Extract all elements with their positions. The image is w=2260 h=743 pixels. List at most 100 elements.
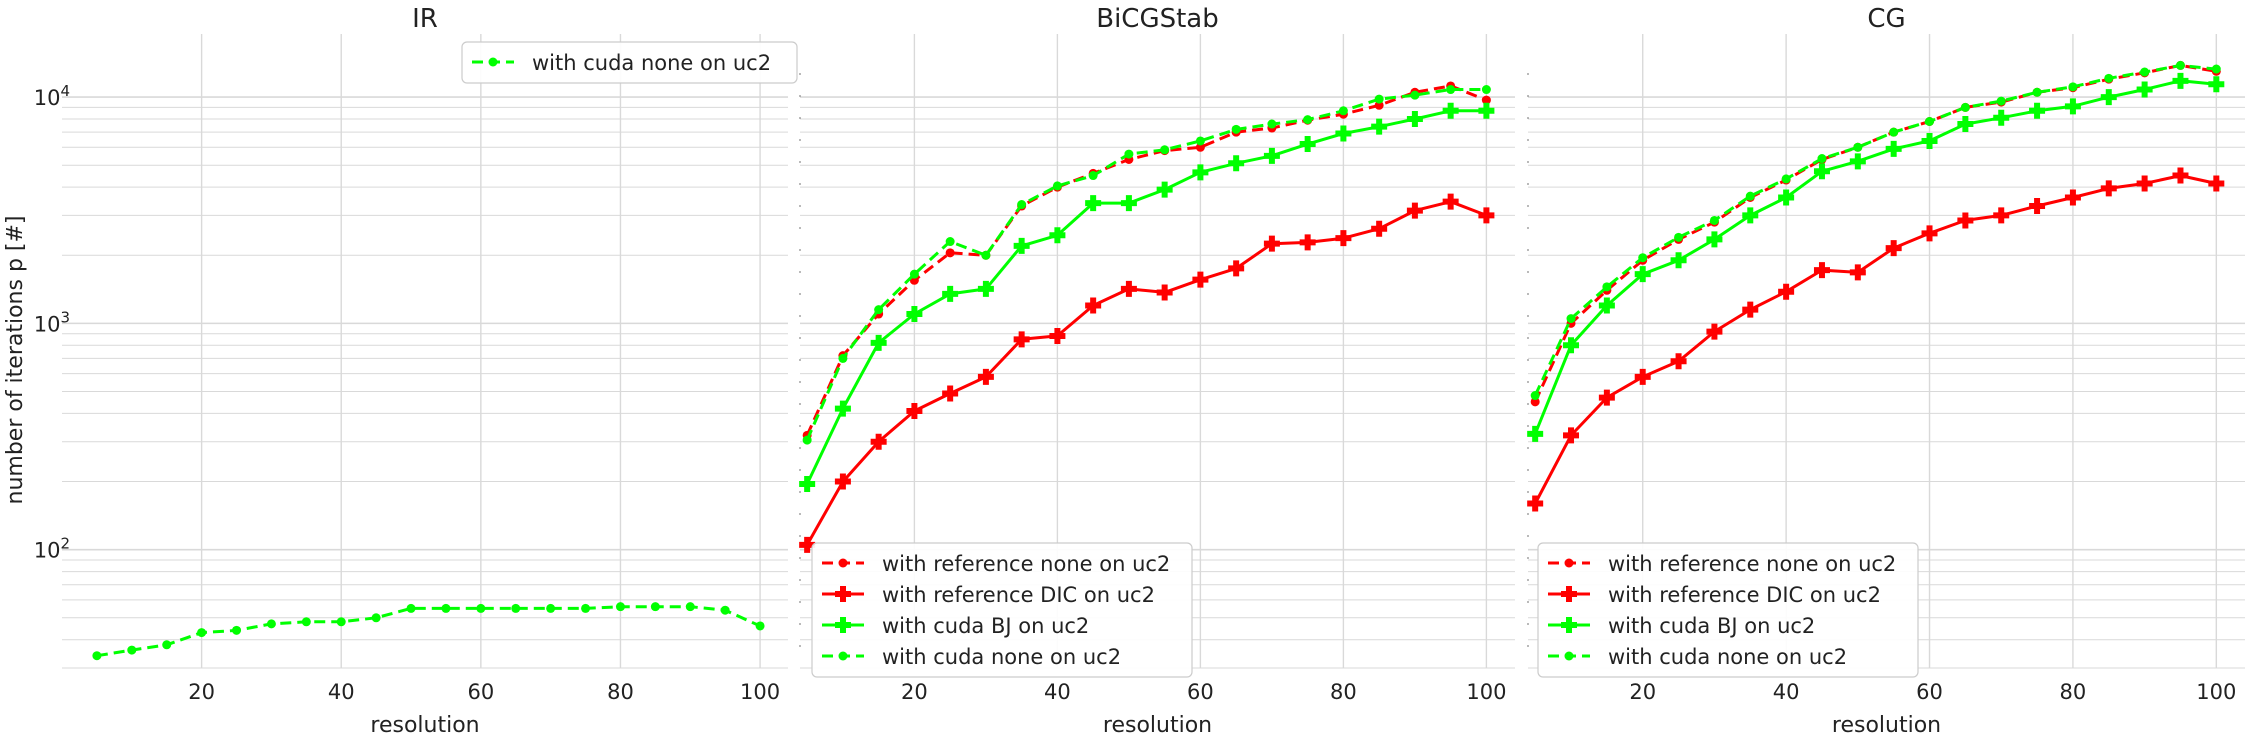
data-point (1299, 136, 1316, 153)
legend-label: with reference DIC on uc2 (1608, 583, 1881, 607)
x-tick-label: 40 (1773, 680, 1800, 704)
data-point (2208, 76, 2225, 93)
axis-tick-dot (1527, 139, 1529, 141)
x-axis-label: resolution (370, 713, 479, 738)
data-point (1195, 136, 1205, 146)
data-point (1192, 164, 1209, 181)
data-point (1670, 353, 1687, 370)
x-tick-label: 60 (1916, 680, 1943, 704)
x-tick-label: 20 (901, 680, 928, 704)
axis-tick-dot (799, 425, 801, 427)
series-with-reference-dic-on-uc2 (1527, 167, 2225, 512)
data-point (870, 433, 887, 450)
panel-bicgstab: 20 40 60 80 100 BiCGStab resolution with refere… (799, 4, 1515, 738)
axis-tick-dot (1527, 315, 1529, 317)
data-point (1598, 297, 1615, 314)
x-tick-label: 60 (467, 680, 494, 704)
axis-tick-dot (799, 381, 801, 383)
data-point (2100, 89, 2117, 106)
axis-tick-dot (1527, 557, 1529, 559)
legend: with cuda none on uc2 (461, 41, 798, 84)
axis-tick-dot (1527, 205, 1529, 207)
axis-tick-dot (1527, 447, 1529, 449)
data-point (441, 603, 451, 613)
data-point (1013, 331, 1030, 348)
axis-tick-dot (1527, 381, 1529, 383)
series-line (805, 88, 1487, 441)
axis-tick-dot (1527, 491, 1529, 493)
data-point (301, 617, 311, 627)
data-point (1921, 132, 1938, 149)
panel-ir: 20 40 60 80 100 102 103 104 IR resolution with cud… (34, 4, 798, 738)
data-point (1706, 231, 1723, 248)
data-point (1088, 171, 1098, 181)
series-with-reference-dic-on-uc2 (799, 193, 1495, 553)
data-point (1085, 195, 1102, 212)
x-tick-label: 100 (1466, 680, 1506, 704)
data-point (1267, 119, 1277, 129)
data-point (406, 603, 416, 613)
data-point (2140, 67, 2150, 77)
data-point (1410, 90, 1420, 100)
data-point (1299, 234, 1316, 251)
data-point (838, 353, 848, 363)
data-point (1013, 237, 1030, 254)
data-point (942, 285, 959, 302)
data-point (1781, 174, 1791, 184)
legend: with reference none on uc2 with reference… (811, 542, 1193, 678)
data-point (1566, 314, 1576, 324)
data-point (942, 385, 959, 402)
axis-tick-dot (799, 293, 801, 295)
panel-cg: 20 40 60 80 100 CG resolution with reference no… (1527, 4, 2245, 738)
data-point (1156, 181, 1173, 198)
axis-tick-dot (799, 403, 801, 405)
data-point (1709, 215, 1719, 225)
data-point (1921, 225, 1938, 242)
data-point (197, 628, 207, 638)
data-point (1745, 191, 1755, 201)
data-point (371, 613, 381, 623)
data-point (1231, 124, 1241, 134)
data-point (1481, 95, 1491, 105)
data-point (2029, 102, 2046, 119)
legend-label: with reference none on uc2 (882, 552, 1170, 576)
data-point (1527, 425, 1544, 442)
data-point (834, 473, 851, 490)
axis-tick-dot (799, 623, 801, 625)
legend: with reference none on uc2 with reference… (1537, 542, 1919, 678)
data-point (802, 435, 812, 445)
data-point (1156, 284, 1173, 301)
data-point (720, 605, 730, 615)
axis-tick-dot (799, 315, 801, 317)
data-point (2208, 175, 2225, 192)
data-point (1195, 142, 1205, 152)
data-point (2175, 60, 2185, 70)
legend-marker (1564, 558, 1574, 568)
legend-label: with cuda none on uc2 (1608, 645, 1847, 669)
axis-tick-dot (799, 117, 801, 119)
data-point (906, 306, 923, 323)
data-point (834, 400, 851, 417)
data-point (1374, 94, 1384, 104)
data-point (127, 645, 137, 655)
data-point (977, 280, 994, 297)
data-point (1925, 116, 1935, 126)
data-point (1442, 193, 1459, 210)
x-tick-label: 20 (188, 680, 215, 704)
data-point (2136, 175, 2153, 192)
x-tick-label: 80 (607, 680, 634, 704)
x-tick-label: 60 (1187, 680, 1214, 704)
data-point (1957, 116, 1974, 133)
legend-label: with reference none on uc2 (1608, 552, 1896, 576)
data-point (1085, 297, 1102, 314)
data-point (546, 603, 556, 613)
data-point (977, 368, 994, 385)
data-point (1192, 271, 1209, 288)
series-with-cuda-none-on-uc2 (802, 85, 1491, 445)
data-point (1957, 212, 1974, 229)
legend-marker (835, 586, 851, 602)
data-point (1563, 427, 1580, 444)
data-point (266, 619, 276, 629)
series-line (1533, 63, 2217, 403)
